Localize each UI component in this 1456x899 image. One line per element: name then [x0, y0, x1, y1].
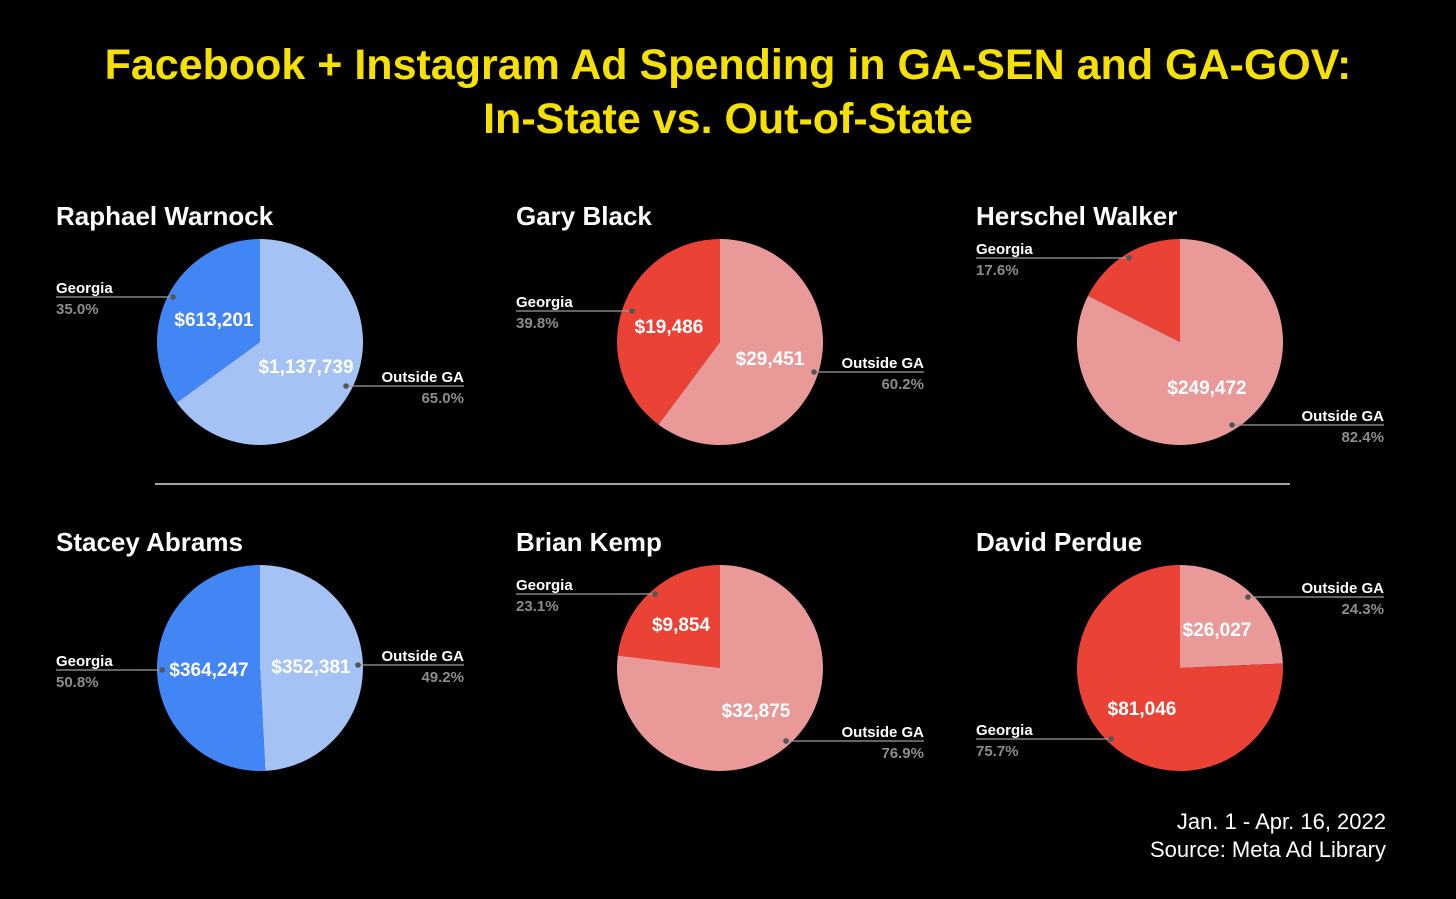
leader-dot-gary-black-outside-ga: [811, 369, 817, 375]
footer-notes: Jan. 1 - Apr. 16, 2022 Source: Meta Ad L…: [1150, 808, 1386, 864]
leader-dot-raphael-warnock-outside-ga: [343, 383, 349, 389]
slice-name-gary-black-outside-ga: Outside GA: [841, 355, 924, 372]
chart-title-line-1: Facebook + Instagram Ad Spending in GA-S…: [104, 41, 1352, 89]
slice-name-david-perdue-outside-ga: Outside GA: [1301, 580, 1384, 597]
slice-percent-herschel-walker-outside-ga: 82.4%: [1341, 429, 1384, 446]
slice-value-gary-black-georgia: $19,486: [635, 317, 704, 338]
pie-slice-david-perdue-outside-ga[interactable]: [1180, 565, 1283, 668]
slice-percent-stacey-abrams-outside-ga: 49.2%: [421, 669, 464, 686]
slice-name-david-perdue-georgia: Georgia: [976, 722, 1033, 739]
pie-chart-brian-kemp: Brian Kemp Georgia 23.1% $9,854 Outside GA 76…: [516, 527, 924, 772]
leader-dot-gary-black-georgia: [629, 308, 635, 314]
pie-slice-gary-black-georgia[interactable]: [617, 239, 720, 425]
pie-slice-brian-kemp-georgia[interactable]: [617, 565, 720, 668]
pie-slice-stacey-abrams-georgia[interactable]: [156, 565, 266, 771]
slice-percent-brian-kemp-outside-ga: 76.9%: [881, 745, 924, 762]
pie-chart-stacey-abrams: Stacey Abrams Georgia 50.8% $364,247 Outside…: [56, 527, 464, 771]
pie-title-stacey-abrams: Stacey Abrams: [56, 527, 243, 557]
slice-value-david-perdue-georgia: $81,046: [1108, 699, 1177, 720]
slice-name-herschel-walker-georgia: Georgia: [976, 241, 1033, 258]
pie-slice-raphael-warnock-outside-ga[interactable]: [176, 239, 364, 445]
pie-slice-gary-black-outside-ga[interactable]: [658, 239, 824, 446]
pie-slice-herschel-walker-outside-ga[interactable]: [1076, 239, 1283, 445]
leader-dot-brian-kemp-outside-ga: [783, 738, 789, 744]
pie-chart-herschel-walker: Herschel Walker Georgia 17.6% Outside GA 82.…: [976, 201, 1384, 446]
pie-slice-raphael-warnock-georgia[interactable]: [157, 239, 260, 403]
pie-slice-brian-kemp-outside-ga[interactable]: [616, 565, 823, 772]
slice-percent-gary-black-georgia: 39.8%: [516, 315, 559, 332]
leader-dot-david-perdue-georgia: [1108, 736, 1114, 742]
slice-name-stacey-abrams-outside-ga: Outside GA: [381, 648, 464, 665]
slice-value-raphael-warnock-georgia: $613,201: [174, 310, 254, 331]
slice-percent-david-perdue-outside-ga: 24.3%: [1341, 601, 1384, 618]
slice-value-stacey-abrams-georgia: $364,247: [169, 660, 248, 681]
slice-value-brian-kemp-outside-ga: $32,875: [722, 701, 791, 722]
slice-value-raphael-warnock-outside-ga: $1,137,739: [258, 357, 353, 378]
pie-slice-stacey-abrams-outside-ga[interactable]: [260, 565, 363, 771]
slice-name-herschel-walker-outside-ga: Outside GA: [1301, 408, 1384, 425]
slice-name-brian-kemp-georgia: Georgia: [516, 577, 573, 594]
leader-dot-stacey-abrams-georgia: [159, 667, 165, 673]
slice-percent-raphael-warnock-outside-ga: 65.0%: [421, 390, 464, 407]
chart-title-line-2: In-State vs. Out-of-State: [483, 95, 973, 143]
slice-value-david-perdue-outside-ga: $26,027: [1183, 620, 1252, 641]
leader-dot-raphael-warnock-georgia: [170, 294, 176, 300]
slice-name-brian-kemp-outside-ga: Outside GA: [841, 724, 924, 741]
slice-percent-raphael-warnock-georgia: 35.0%: [56, 301, 99, 318]
pie-slice-herschel-walker-georgia[interactable]: [1087, 239, 1180, 342]
slice-percent-gary-black-outside-ga: 60.2%: [881, 376, 924, 393]
source-note: Source: Meta Ad Library: [1149, 837, 1386, 862]
leader-dot-david-perdue-outside-ga: [1245, 594, 1251, 600]
pie-title-raphael-warnock: Raphael Warnock: [56, 201, 274, 231]
leader-dot-herschel-walker-outside-ga: [1229, 422, 1235, 428]
slice-name-gary-black-georgia: Georgia: [516, 294, 573, 311]
pie-title-gary-black: Gary Black: [516, 201, 652, 231]
pie-title-herschel-walker: Herschel Walker: [976, 201, 1177, 231]
pie-chart-raphael-warnock: Raphael Warnock Georgia 35.0% $613,201 Outsi…: [56, 201, 464, 445]
leader-dot-herschel-walker-georgia: [1126, 255, 1132, 261]
date-range-note: Jan. 1 - Apr. 16, 2022: [1176, 809, 1386, 834]
pie-chart-gary-black: Gary Black Georgia 39.8% $19,486 Outside GA 6…: [516, 201, 924, 446]
slice-value-herschel-walker-outside-ga: $249,472: [1167, 378, 1246, 399]
slice-name-raphael-warnock-georgia: Georgia: [56, 280, 113, 297]
slice-value-stacey-abrams-outside-ga: $352,381: [271, 657, 351, 678]
pie-title-david-perdue: David Perdue: [976, 527, 1142, 557]
pie-slice-david-perdue-georgia[interactable]: [1076, 565, 1283, 771]
slice-value-brian-kemp-georgia: $9,854: [652, 615, 711, 636]
slice-name-raphael-warnock-outside-ga: Outside GA: [381, 369, 464, 386]
slice-percent-brian-kemp-georgia: 23.1%: [516, 598, 559, 615]
slice-percent-david-perdue-georgia: 75.7%: [976, 743, 1019, 760]
pie-chart-david-perdue: David Perdue Outside GA 24.3% $26,027 Georgi…: [976, 527, 1384, 771]
slice-name-stacey-abrams-georgia: Georgia: [56, 653, 113, 670]
pie-title-brian-kemp: Brian Kemp: [516, 527, 662, 557]
chart-title: Facebook + Instagram Ad Spending in GA-S…: [0, 38, 1456, 146]
leader-dot-brian-kemp-georgia: [652, 591, 658, 597]
slice-percent-herschel-walker-georgia: 17.6%: [976, 262, 1019, 279]
slice-value-gary-black-outside-ga: $29,451: [736, 349, 805, 370]
slice-percent-stacey-abrams-georgia: 50.8%: [56, 674, 99, 691]
leader-dot-stacey-abrams-outside-ga: [355, 662, 361, 668]
